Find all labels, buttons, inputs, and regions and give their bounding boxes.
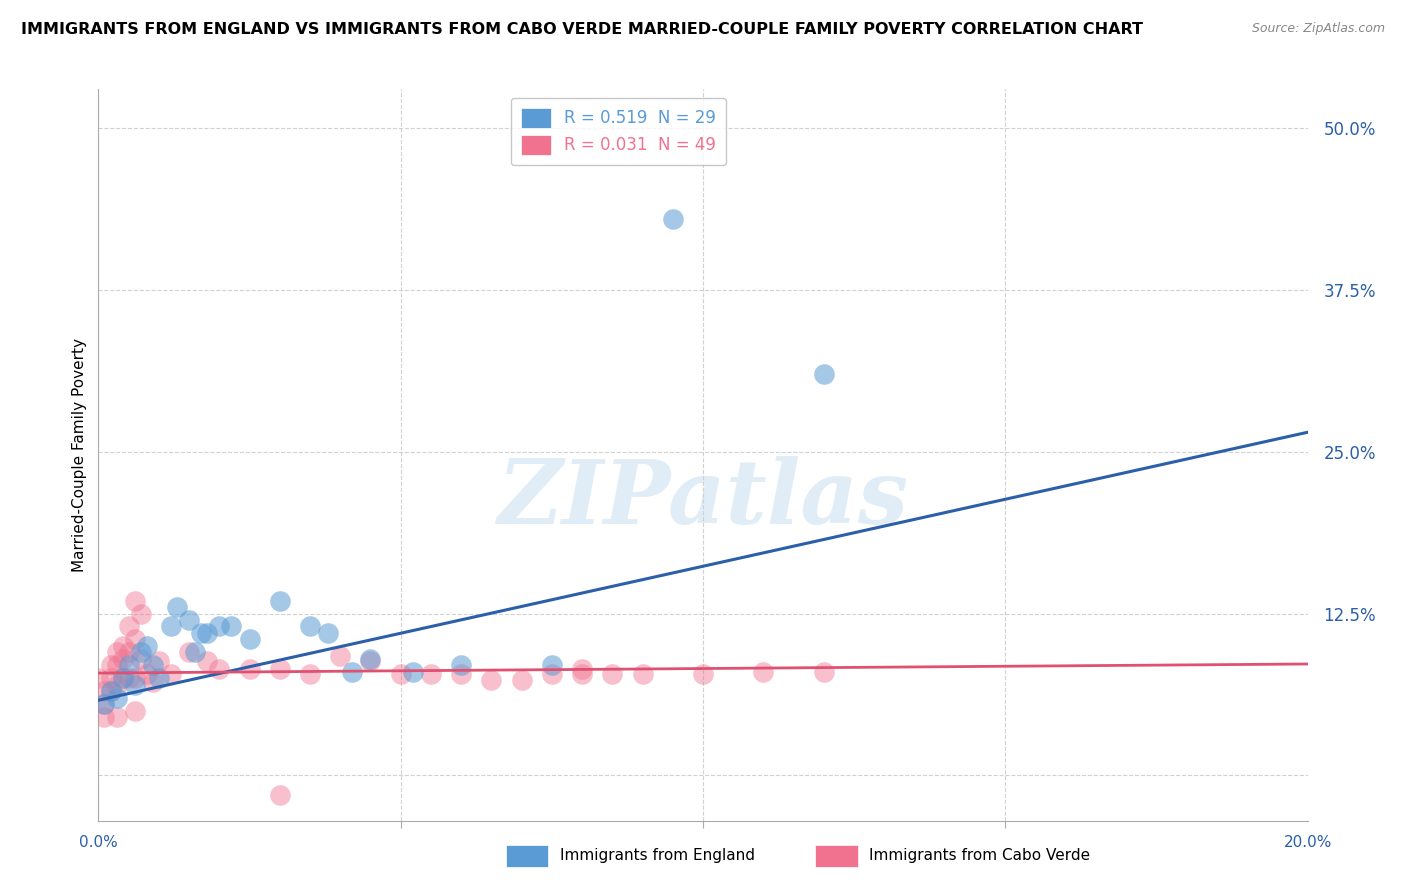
Point: [105, 645, 128, 659]
Point: [93, 697, 115, 711]
Point: [269, 593, 291, 607]
Point: [124, 632, 146, 647]
Point: [160, 667, 183, 681]
Point: [124, 704, 146, 718]
Point: [124, 671, 146, 685]
Point: [100, 671, 122, 685]
Text: Source: ZipAtlas.com: Source: ZipAtlas.com: [1251, 22, 1385, 36]
Text: 0.0%: 0.0%: [79, 836, 118, 850]
Text: Immigrants from Cabo Verde: Immigrants from Cabo Verde: [869, 848, 1090, 863]
Point: [190, 626, 212, 640]
Point: [540, 658, 562, 673]
Point: [111, 652, 134, 666]
Point: [329, 649, 352, 664]
Point: [105, 658, 128, 673]
Point: [111, 639, 134, 653]
Point: [360, 654, 382, 668]
Point: [105, 690, 128, 705]
Point: [269, 662, 291, 676]
Point: [208, 662, 231, 676]
Point: [510, 673, 533, 687]
Point: [111, 671, 134, 685]
Point: [148, 671, 170, 685]
Point: [661, 211, 683, 226]
Point: [129, 607, 152, 621]
Text: Immigrants from England: Immigrants from England: [560, 848, 755, 863]
Point: [93, 710, 115, 724]
Point: [208, 619, 231, 633]
Point: [602, 667, 624, 681]
Point: [135, 667, 157, 681]
Point: [752, 665, 775, 679]
Point: [692, 667, 714, 681]
Point: [142, 675, 165, 690]
Point: [813, 367, 835, 381]
Text: IMMIGRANTS FROM ENGLAND VS IMMIGRANTS FROM CABO VERDE MARRIED-COUPLE FAMILY POVE: IMMIGRANTS FROM ENGLAND VS IMMIGRANTS FR…: [21, 22, 1143, 37]
Point: [239, 662, 262, 676]
Point: [450, 667, 472, 681]
Point: [148, 654, 170, 668]
Legend: R = 0.519  N = 29, R = 0.031  N = 49: R = 0.519 N = 29, R = 0.031 N = 49: [510, 97, 725, 165]
Point: [118, 645, 141, 659]
Point: [118, 671, 141, 685]
Point: [184, 645, 207, 659]
Text: 20.0%: 20.0%: [1284, 836, 1331, 850]
Point: [360, 652, 382, 666]
Point: [299, 619, 322, 633]
Point: [631, 667, 654, 681]
Point: [389, 667, 412, 681]
Point: [221, 619, 243, 633]
Point: [135, 639, 157, 653]
Point: [177, 645, 201, 659]
Point: [540, 667, 562, 681]
Point: [100, 658, 122, 673]
Point: [160, 619, 183, 633]
Point: [100, 684, 122, 698]
Point: [93, 697, 115, 711]
Point: [195, 654, 218, 668]
Point: [269, 788, 291, 802]
Point: [299, 667, 322, 681]
Point: [105, 678, 128, 692]
Text: ZIPatlas: ZIPatlas: [498, 456, 908, 542]
Point: [124, 593, 146, 607]
Point: [124, 678, 146, 692]
Point: [129, 652, 152, 666]
Point: [142, 658, 165, 673]
Point: [100, 684, 122, 698]
Point: [481, 673, 503, 687]
Point: [118, 619, 141, 633]
Point: [195, 626, 218, 640]
Point: [129, 645, 152, 659]
Point: [105, 710, 128, 724]
Point: [111, 671, 134, 685]
Point: [813, 665, 835, 679]
Y-axis label: Married-Couple Family Poverty: Married-Couple Family Poverty: [72, 338, 87, 572]
Point: [118, 658, 141, 673]
Point: [419, 667, 441, 681]
Point: [571, 667, 593, 681]
Point: [93, 684, 115, 698]
Point: [316, 626, 339, 640]
Point: [450, 658, 472, 673]
Point: [166, 600, 188, 615]
Point: [87, 671, 110, 685]
Point: [239, 632, 262, 647]
Point: [402, 665, 425, 679]
Point: [571, 662, 593, 676]
Point: [177, 613, 201, 627]
Point: [342, 665, 364, 679]
